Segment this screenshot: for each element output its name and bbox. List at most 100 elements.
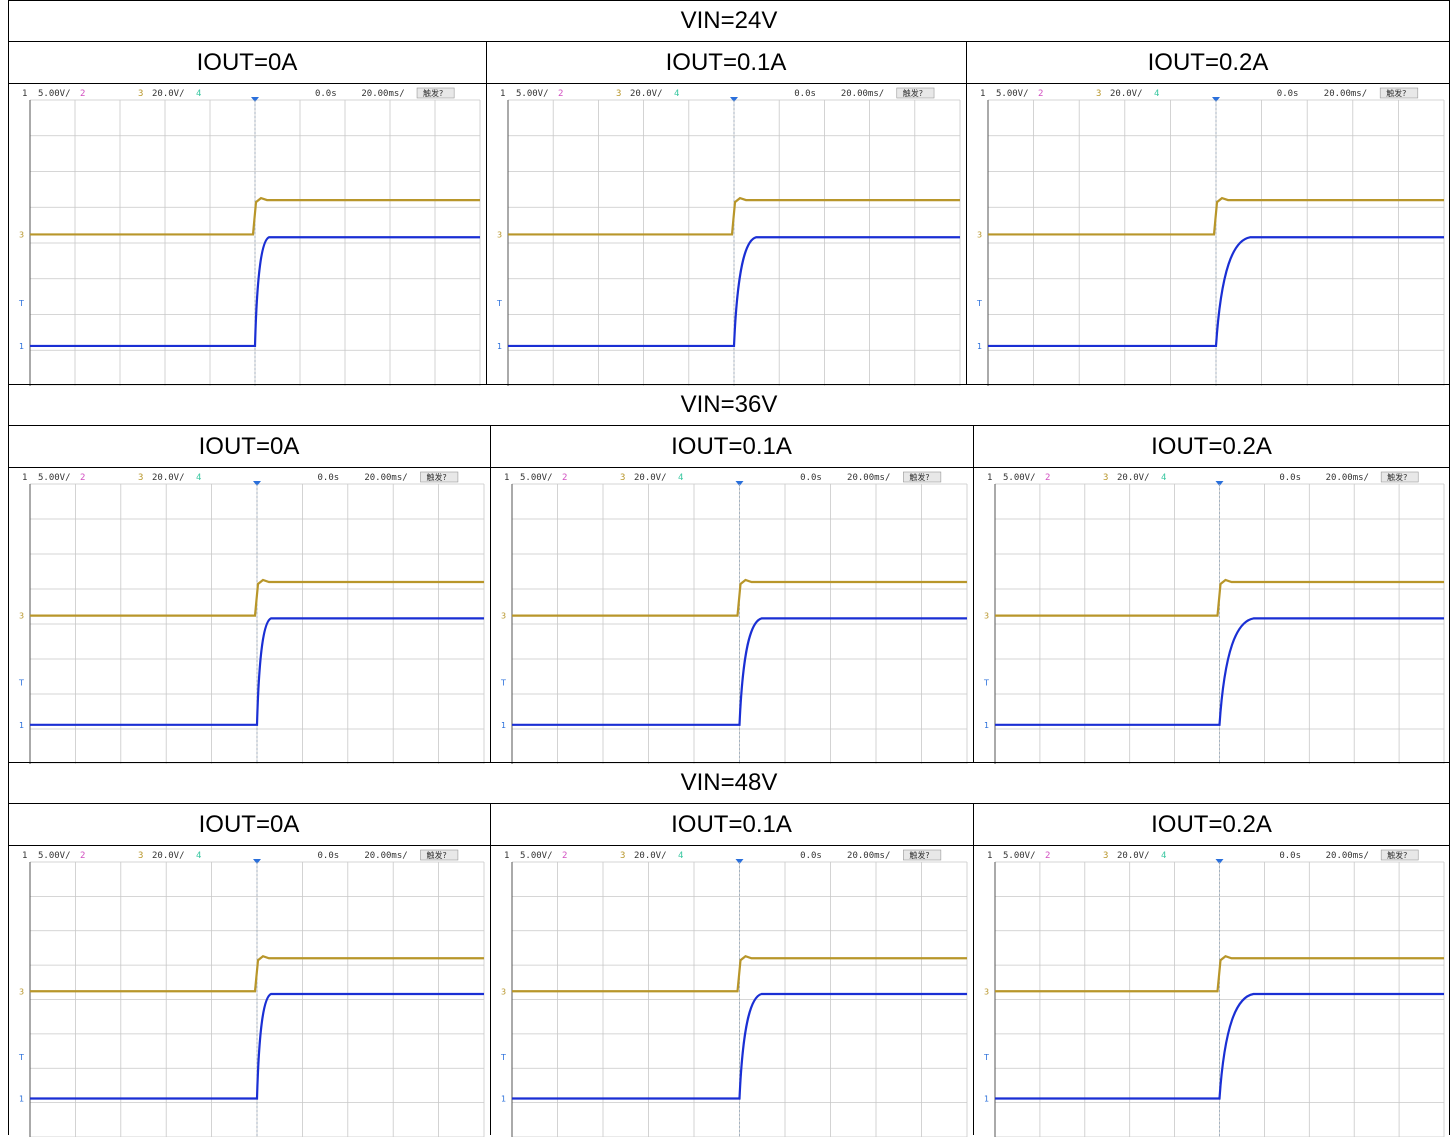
iout-header: IOUT=0A	[8, 426, 490, 468]
trigger-level-marker: T	[983, 1053, 989, 1062]
trigger-level-marker: T	[976, 299, 982, 308]
trigger-position-marker	[251, 97, 259, 102]
time-scale: 20.00ms/	[1324, 89, 1367, 99]
scope-screen: 1 5.00V/2 3 20.0V/4 0.0s 20.00ms/触发? 3 1 T	[18, 87, 481, 386]
time-scale: 20.00ms/	[1326, 473, 1369, 483]
vin-header: VIN=48V	[8, 762, 1450, 804]
trigger-status: 触发?	[909, 850, 929, 860]
trigger-status: 触发?	[1386, 88, 1406, 98]
ch3-waveform	[508, 196, 960, 236]
ch1-waveform	[30, 236, 480, 348]
ch1-index: 1	[504, 851, 509, 861]
ch1-ground-marker: 1	[977, 342, 982, 351]
ch1-scale: 5.00V/	[520, 473, 553, 483]
oscilloscope-capture: 1 5.00V/2 3 20.0V/4 0.0s 20.00ms/触发? 3 1 T	[18, 86, 482, 386]
trigger-status: 触发?	[903, 88, 923, 98]
trigger-status: 触发?	[426, 472, 446, 482]
ch4-index: 4	[1161, 473, 1166, 483]
ch2-index: 2	[558, 89, 563, 99]
ch2-index: 2	[562, 851, 567, 861]
ch1-index: 1	[22, 851, 27, 861]
ch1-index: 1	[987, 473, 992, 483]
iout-header: IOUT=0A	[8, 804, 490, 846]
ch3-ground-marker: 3	[19, 612, 24, 621]
oscilloscope-capture: 1 5.00V/2 3 20.0V/4 0.0s 20.00ms/触发? 3 1 T	[500, 848, 969, 1137]
iout-header: IOUT=0.2A	[966, 42, 1450, 84]
time-offset: 0.0s	[1277, 89, 1299, 99]
iout-header: IOUT=0.1A	[490, 426, 973, 468]
ch1-ground-marker: 1	[501, 1095, 506, 1104]
ch3-scale: 20.0V/	[1117, 851, 1150, 861]
trigger-status: 触发?	[909, 472, 929, 482]
time-scale: 20.00ms/	[1326, 851, 1369, 861]
oscilloscope-capture: 1 5.00V/2 3 20.0V/4 0.0s 20.00ms/触发? 3 1 T	[496, 86, 962, 386]
ch3-ground-marker: 3	[501, 612, 506, 621]
ch3-index: 3	[138, 473, 143, 483]
time-scale: 20.00ms/	[364, 851, 407, 861]
time-offset: 0.0s	[315, 89, 337, 99]
ch1-waveform	[995, 992, 1444, 1100]
iout-header: IOUT=0.1A	[486, 42, 966, 84]
ch4-index: 4	[678, 851, 683, 861]
ch3-ground-marker: 3	[19, 987, 24, 996]
ch1-scale: 5.00V/	[520, 851, 553, 861]
iout-header: IOUT=0.2A	[973, 804, 1450, 846]
ch2-index: 2	[80, 473, 85, 483]
ch3-waveform	[988, 196, 1444, 236]
trigger-position-marker	[730, 97, 738, 102]
ch1-ground-marker: 1	[19, 342, 24, 351]
trigger-level-marker: T	[500, 1053, 506, 1062]
trigger-status-box	[420, 849, 459, 861]
ch3-waveform	[512, 955, 967, 993]
trigger-position-marker	[1215, 481, 1224, 486]
ch2-index: 2	[80, 851, 85, 861]
scope-screen: 1 5.00V/2 3 20.0V/4 0.0s 20.00ms/触发? 3 1 T	[983, 471, 1445, 764]
ch1-waveform	[512, 617, 967, 726]
ch4-index: 4	[678, 473, 683, 483]
time-offset: 0.0s	[1279, 473, 1301, 483]
trigger-status-box	[1379, 87, 1419, 99]
ch4-index: 4	[1161, 851, 1166, 861]
ch3-scale: 20.0V/	[634, 851, 667, 861]
ch1-ground-marker: 1	[984, 721, 989, 730]
ch3-index: 3	[620, 851, 625, 861]
trigger-position-marker	[735, 481, 744, 486]
ch3-waveform	[30, 578, 484, 617]
trigger-position-marker	[253, 859, 261, 864]
scope-screen: 1 5.00V/2 3 20.0V/4 0.0s 20.00ms/触发? 3 1 T	[983, 849, 1445, 1137]
trigger-status-box	[416, 87, 455, 99]
ch4-index: 4	[196, 851, 201, 861]
ch3-scale: 20.0V/	[1110, 89, 1143, 99]
ch3-ground-marker: 3	[497, 230, 502, 239]
ch1-scale: 5.00V/	[516, 89, 549, 99]
time-scale: 20.00ms/	[841, 89, 884, 99]
ch3-index: 3	[620, 473, 625, 483]
ch3-index: 3	[1103, 851, 1108, 861]
column-divider	[486, 42, 487, 384]
column-divider	[490, 426, 491, 762]
oscilloscope-capture: 1 5.00V/2 3 20.0V/4 0.0s 20.00ms/触发? 3 1 T	[18, 848, 486, 1137]
scope-screen: 1 5.00V/2 3 20.0V/4 0.0s 20.00ms/触发? 3 1 T	[500, 849, 968, 1137]
time-offset: 0.0s	[1279, 851, 1301, 861]
scope-screen: 1 5.00V/2 3 20.0V/4 0.0s 20.00ms/触发? 3 1 T	[976, 87, 1445, 386]
trigger-level-marker: T	[18, 1053, 24, 1062]
time-offset: 0.0s	[800, 473, 822, 483]
time-scale: 20.00ms/	[361, 89, 404, 99]
oscilloscope-capture: 1 5.00V/2 3 20.0V/4 0.0s 20.00ms/触发? 3 1 T	[976, 86, 1446, 386]
oscilloscope-capture: 1 5.00V/2 3 20.0V/4 0.0s 20.00ms/触发? 3 1 T	[983, 848, 1446, 1137]
ch3-scale: 20.0V/	[152, 851, 185, 861]
trigger-position-marker	[253, 481, 261, 486]
iout-header: IOUT=0.2A	[973, 426, 1450, 468]
trigger-level-marker: T	[18, 299, 24, 308]
ch3-ground-marker: 3	[19, 230, 24, 239]
ch3-ground-marker: 3	[984, 987, 989, 996]
time-scale: 20.00ms/	[847, 473, 890, 483]
trigger-status-box	[896, 87, 935, 99]
scope-screen: 1 5.00V/2 3 20.0V/4 0.0s 20.00ms/触发? 3 1 T	[496, 87, 961, 386]
trigger-status-box	[903, 471, 942, 483]
oscilloscope-capture: 1 5.00V/2 3 20.0V/4 0.0s 20.00ms/触发? 3 1 T	[983, 470, 1446, 764]
ch1-index: 1	[22, 473, 27, 483]
trigger-status: 触发?	[423, 88, 443, 98]
oscilloscope-capture: 1 5.00V/2 3 20.0V/4 0.0s 20.00ms/触发? 3 1 T	[500, 470, 969, 764]
time-offset: 0.0s	[800, 851, 822, 861]
